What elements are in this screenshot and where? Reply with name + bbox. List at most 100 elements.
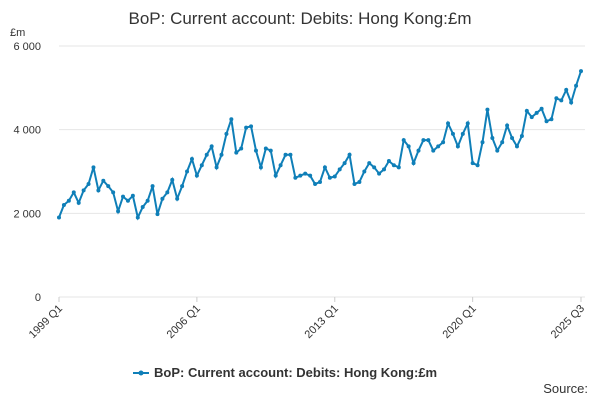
point [441,140,446,145]
point [455,144,460,149]
point [273,173,278,178]
point [263,146,268,151]
point [175,196,180,201]
point [377,171,382,176]
point [160,196,165,201]
point [140,205,145,210]
point [155,212,160,217]
point [106,184,111,189]
point [185,169,190,174]
point [283,152,288,157]
point [431,148,436,153]
point [554,96,559,101]
point [288,152,293,157]
y-axis-unit: £m [10,27,25,39]
point [470,161,475,166]
point [303,171,308,176]
point [519,133,524,138]
y-tick-label: 2 000 [13,208,41,220]
x-tick-label: 2006 Q1 [165,303,203,341]
point [505,123,510,128]
point [347,152,352,157]
point [529,115,534,120]
point [352,182,357,187]
point [180,184,185,189]
point [544,119,549,124]
point [244,125,249,130]
point [130,193,135,198]
point [446,121,451,126]
point [401,138,406,143]
point [465,121,470,126]
point [293,175,298,180]
point [426,138,431,143]
point [204,152,209,157]
point [460,131,465,136]
point [234,150,239,155]
point [76,200,81,205]
point [71,190,76,195]
point [61,202,66,207]
point [524,108,529,113]
point [337,167,342,172]
x-tick-label: 2013 Q1 [303,303,341,341]
point [500,140,505,145]
point [322,165,327,170]
point [327,175,332,180]
point [313,182,318,187]
point [150,184,155,189]
point [574,83,579,88]
point [416,148,421,153]
point [490,136,495,141]
point [268,148,273,153]
point [391,163,396,168]
point [539,106,544,111]
point [579,69,583,74]
point [101,178,106,183]
point [278,163,283,168]
point [362,169,367,174]
x-tick-label: 2025 Q3 [549,303,587,341]
x-tick-label: 2020 Q1 [440,303,478,341]
point [549,117,554,122]
point [86,182,91,187]
point [170,177,175,182]
point [116,209,121,214]
point [219,152,224,157]
point [514,144,519,149]
point [253,148,258,153]
point [308,173,313,178]
point [436,144,441,149]
point [111,190,116,195]
point [258,165,263,170]
point [224,131,229,136]
point [214,165,219,170]
point [209,144,214,149]
point [421,138,426,143]
y-tick-label: 6 000 [13,41,41,53]
point [66,198,71,203]
point [569,100,574,105]
point [125,198,130,203]
point [91,165,96,170]
point [367,161,372,166]
point [386,159,391,164]
point [332,174,337,179]
legend-label: BoP: Current account: Debits: Hong Kong:… [154,365,437,380]
point [510,136,515,141]
point [495,148,500,153]
point [396,165,401,170]
point [475,163,480,168]
point [372,165,377,170]
point [342,161,347,166]
chart-title: BoP: Current account: Debits: Hong Kong:… [128,9,471,28]
x-tick-label: 1999 Q1 [27,303,65,341]
point [121,194,126,199]
point [165,190,170,195]
point [534,110,539,115]
point [564,87,569,92]
point [559,98,564,103]
point [135,215,140,220]
point [480,140,485,145]
